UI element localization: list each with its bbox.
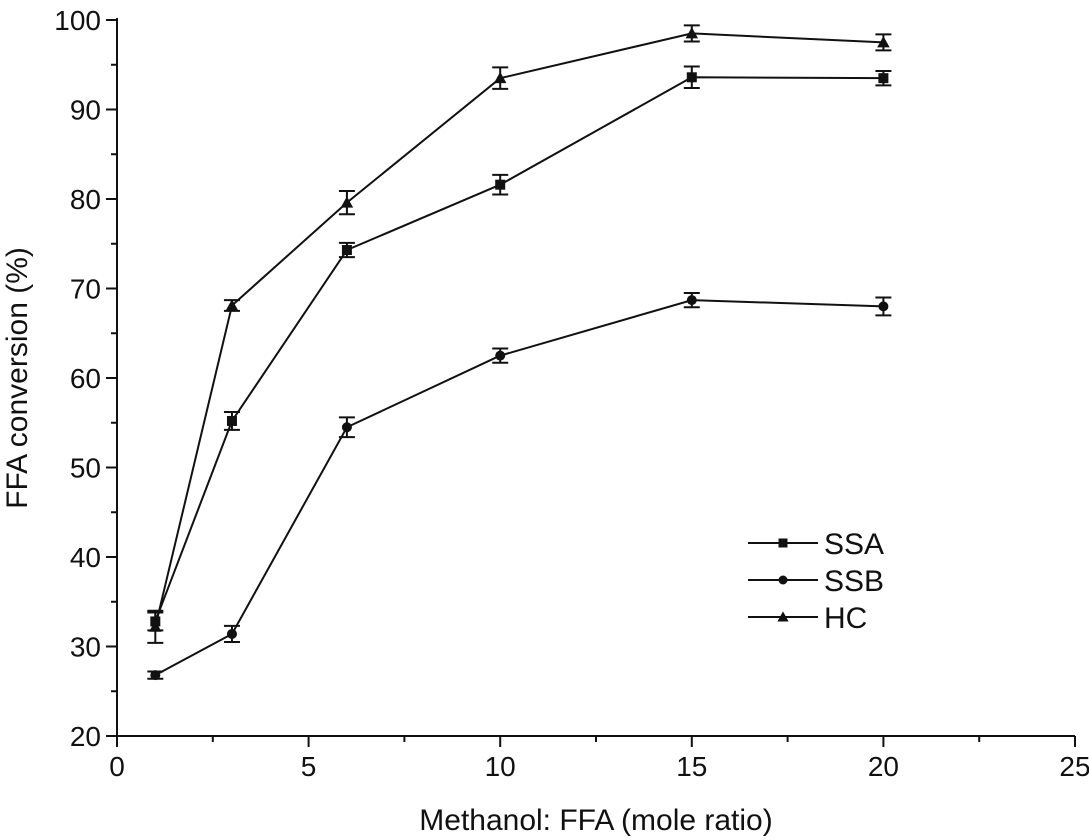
y-tick-label: 70 xyxy=(70,274,101,305)
data-point-ssb xyxy=(495,350,506,361)
series-line-ssb xyxy=(154,299,884,677)
y-tick-label: 80 xyxy=(70,184,101,215)
data-point-hc xyxy=(149,620,162,632)
ticks: 0 5 10 15 20 25 20 30 40 50 60 70 80 90 100 xyxy=(54,5,1089,782)
x-tick-label: 20 xyxy=(868,751,899,782)
data-point-ssb xyxy=(341,422,352,433)
data-point-ssa xyxy=(226,415,237,426)
data-point-ssa xyxy=(878,73,889,84)
x-tick-label: 25 xyxy=(1059,751,1089,782)
x-tick-label: 5 xyxy=(301,751,317,782)
y-tick-label: 20 xyxy=(70,721,101,752)
legend-item-ssa: SSA xyxy=(748,528,884,561)
legend-marker-ssa xyxy=(778,538,788,548)
data-point-ssa xyxy=(341,245,352,256)
data-point-ssa xyxy=(495,179,506,190)
x-tick-label: 10 xyxy=(485,751,516,782)
data-point-hc xyxy=(225,299,239,311)
x-axis-title: Methanol: FFA (mole ratio) xyxy=(419,804,772,837)
legend-item-ssb: SSB xyxy=(748,565,884,598)
x-tick-label: 15 xyxy=(676,751,707,782)
series-ssa xyxy=(147,65,892,632)
legend-label-hc: HC xyxy=(824,602,867,635)
data-point-ssb xyxy=(150,670,161,681)
y-tick-label: 30 xyxy=(70,632,101,663)
legend-label-ssa: SSA xyxy=(824,528,884,561)
data-point-hc xyxy=(493,71,507,84)
y-tick-label: 90 xyxy=(70,95,101,126)
data-point-ssb xyxy=(686,295,697,306)
legend-marker-hc xyxy=(777,611,789,622)
legend: SSA SSB HC xyxy=(748,528,884,635)
data-point-hc xyxy=(877,36,890,48)
y-tick-label: 50 xyxy=(70,453,101,484)
y-tick-label: 100 xyxy=(54,5,101,36)
y-tick-label: 60 xyxy=(70,363,101,394)
legend-marker-ssb xyxy=(778,575,788,585)
data-point-hc xyxy=(340,196,354,208)
series-line-ssa xyxy=(154,76,884,622)
series-layer xyxy=(147,24,892,681)
data-point-ssa xyxy=(686,72,697,83)
y-axis-title: FFA conversion (%) xyxy=(1,247,34,509)
series-hc xyxy=(147,24,892,644)
legend-item-hc: HC xyxy=(748,602,867,635)
data-point-hc xyxy=(685,27,699,39)
data-point-ssb xyxy=(878,301,889,312)
series-line-hc xyxy=(154,32,884,628)
data-point-ssb xyxy=(226,628,237,639)
y-tick-label: 40 xyxy=(70,542,101,573)
series-ssb xyxy=(147,291,892,681)
legend-label-ssb: SSB xyxy=(824,565,884,598)
x-tick-label: 0 xyxy=(109,751,125,782)
